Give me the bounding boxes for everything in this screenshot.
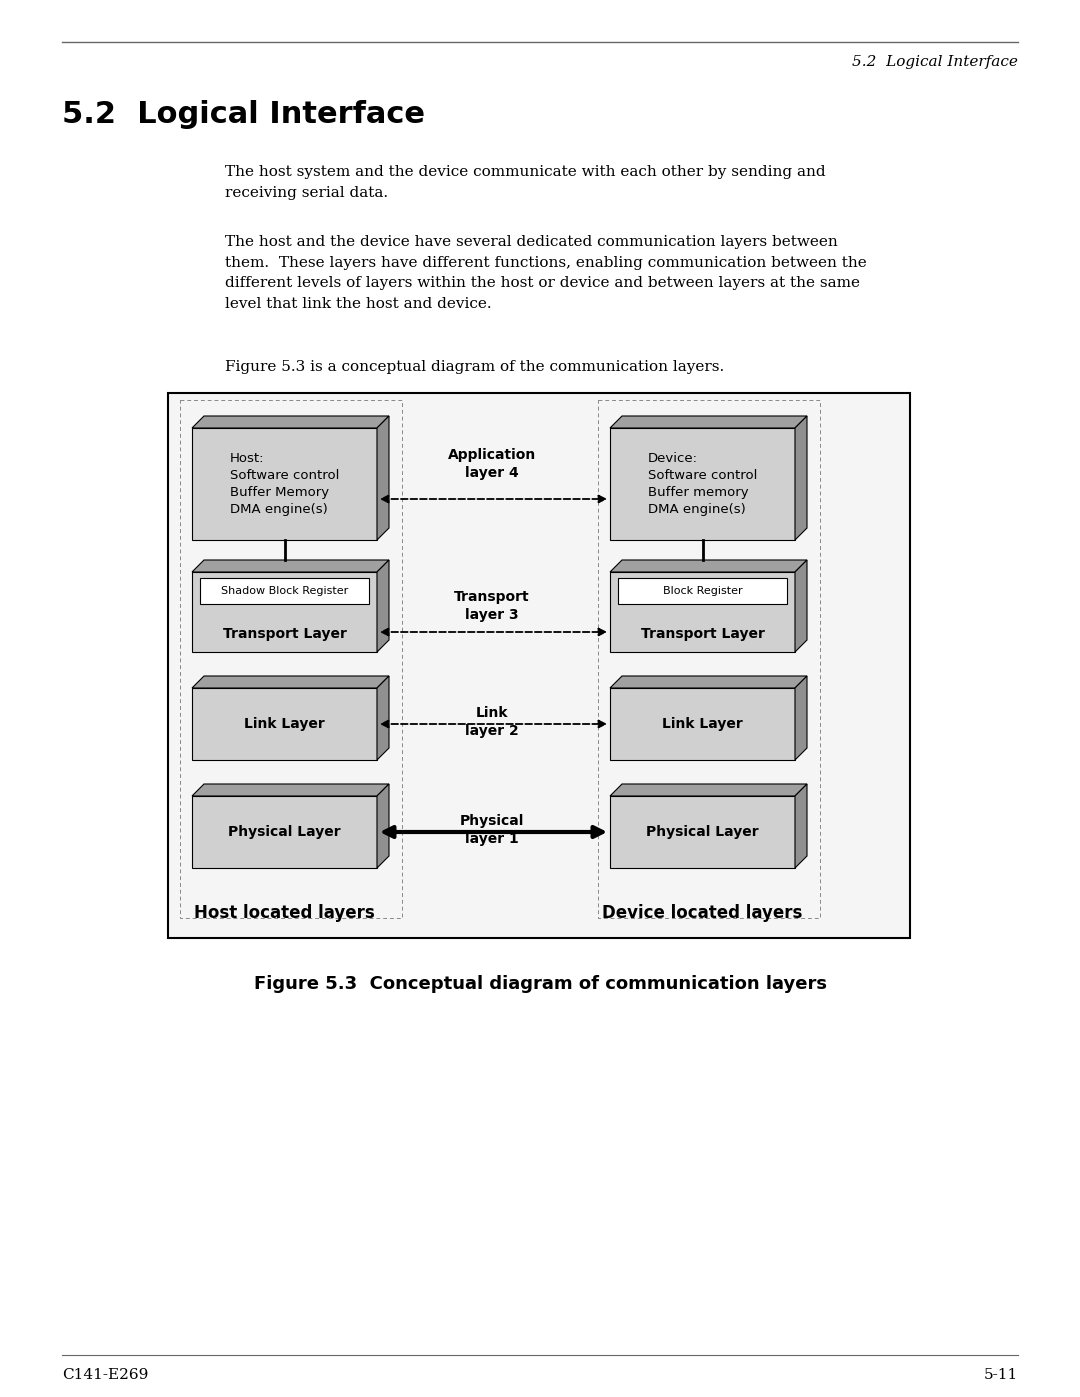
Polygon shape — [795, 676, 807, 760]
Polygon shape — [610, 571, 795, 652]
Text: Figure 5.3  Conceptual diagram of communication layers: Figure 5.3 Conceptual diagram of communi… — [254, 975, 826, 993]
Polygon shape — [192, 571, 377, 652]
Text: 5-11: 5-11 — [984, 1368, 1018, 1382]
Text: Host located layers: Host located layers — [194, 904, 375, 922]
Polygon shape — [200, 578, 369, 604]
Text: 5.2  Logical Interface: 5.2 Logical Interface — [62, 101, 426, 129]
Text: Figure 5.3 is a conceptual diagram of the communication layers.: Figure 5.3 is a conceptual diagram of th… — [225, 360, 725, 374]
Polygon shape — [795, 560, 807, 652]
Polygon shape — [377, 416, 389, 541]
Polygon shape — [610, 560, 807, 571]
Polygon shape — [192, 416, 389, 427]
Text: Physical
layer 1: Physical layer 1 — [460, 814, 524, 847]
Polygon shape — [168, 393, 910, 937]
Bar — [598, 400, 820, 918]
Text: Link Layer: Link Layer — [244, 717, 325, 731]
Text: The host and the device have several dedicated communication layers between
them: The host and the device have several ded… — [225, 235, 867, 310]
Text: Application
layer 4: Application layer 4 — [448, 448, 536, 481]
Polygon shape — [795, 784, 807, 868]
Polygon shape — [610, 676, 807, 687]
Polygon shape — [192, 687, 377, 760]
Polygon shape — [610, 416, 807, 427]
Text: 5.2  Logical Interface: 5.2 Logical Interface — [852, 54, 1018, 68]
Text: Transport
layer 3: Transport layer 3 — [455, 590, 530, 623]
Text: Block Register: Block Register — [663, 585, 742, 597]
Text: Device located layers: Device located layers — [603, 904, 802, 922]
Polygon shape — [377, 676, 389, 760]
Text: Transport Layer: Transport Layer — [640, 627, 765, 641]
Polygon shape — [377, 784, 389, 868]
Text: Device:
Software control
Buffer memory
DMA engine(s): Device: Software control Buffer memory D… — [648, 453, 757, 515]
Text: Link Layer: Link Layer — [662, 717, 743, 731]
Bar — [180, 400, 402, 918]
Text: C141-E269: C141-E269 — [62, 1368, 148, 1382]
Text: Host:
Software control
Buffer Memory
DMA engine(s): Host: Software control Buffer Memory DMA… — [230, 453, 339, 515]
Polygon shape — [377, 560, 389, 652]
Polygon shape — [795, 416, 807, 541]
Polygon shape — [192, 676, 389, 687]
Polygon shape — [610, 427, 795, 541]
Polygon shape — [192, 427, 377, 541]
Text: Physical Layer: Physical Layer — [228, 826, 341, 840]
Polygon shape — [192, 784, 389, 796]
Polygon shape — [192, 560, 389, 571]
Text: The host system and the device communicate with each other by sending and
receiv: The host system and the device communica… — [225, 165, 825, 200]
Polygon shape — [192, 796, 377, 868]
Polygon shape — [618, 578, 787, 604]
Polygon shape — [610, 796, 795, 868]
Text: Physical Layer: Physical Layer — [646, 826, 759, 840]
Polygon shape — [610, 784, 807, 796]
Text: Link
layer 2: Link layer 2 — [465, 705, 518, 739]
Text: Transport Layer: Transport Layer — [222, 627, 347, 641]
Polygon shape — [610, 687, 795, 760]
Text: Shadow Block Register: Shadow Block Register — [221, 585, 348, 597]
